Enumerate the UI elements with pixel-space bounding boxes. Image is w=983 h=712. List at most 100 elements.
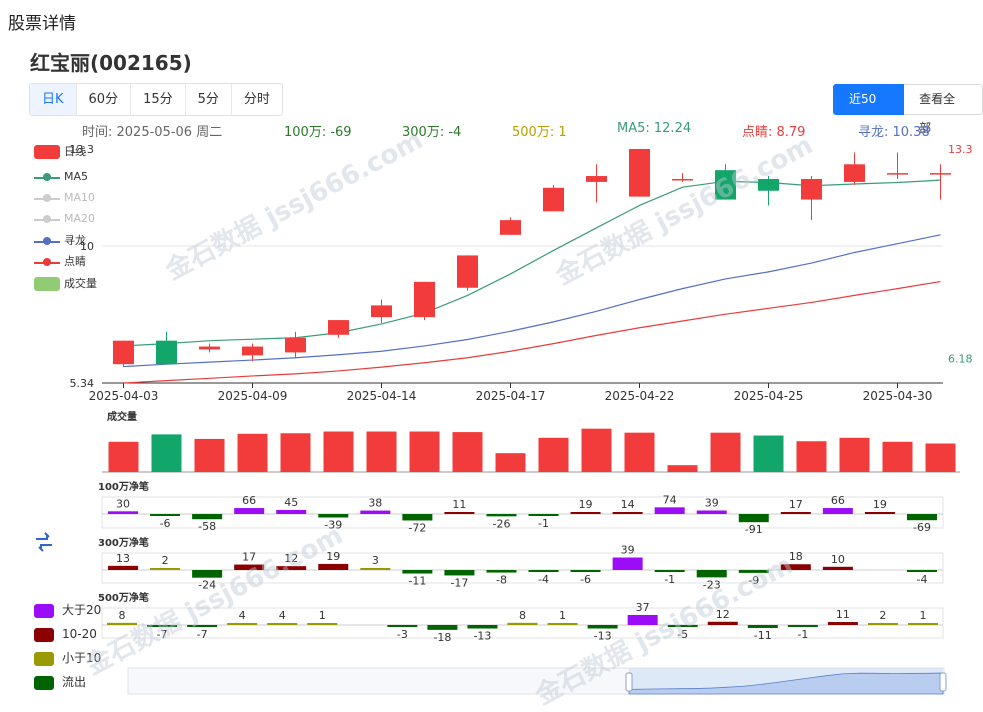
x-tick-label: 2025-04-22 [605, 389, 675, 403]
legend-label: MA10 [64, 191, 96, 204]
flow-legend-outflow[interactable]: 流出 [34, 674, 86, 690]
legend-label: MA20 [64, 212, 96, 225]
legend-box-icon [34, 603, 54, 618]
info-time: 时间: 2025-05-06 周二 [82, 125, 223, 140]
legend-item-dianjing[interactable]: 点睛 [34, 254, 86, 270]
flow-legend-small[interactable]: 小于10 [34, 650, 101, 666]
legend-label: 大于20 [62, 603, 102, 617]
candle-body [113, 340, 134, 365]
flow-value-label: -69 [913, 521, 931, 534]
flow-value-label: -13 [594, 630, 612, 643]
series-line-MA5 [123, 179, 941, 347]
flow-bar [360, 510, 391, 514]
flow-value-label: -7 [157, 628, 168, 641]
stock-name: 红宝丽(002165) [30, 51, 192, 75]
flow-bar [486, 514, 517, 517]
flow-bar [307, 623, 338, 625]
tab-daily-k[interactable]: 日K [30, 84, 77, 115]
flow-bar [822, 508, 853, 514]
legend-label: 日线 [64, 145, 86, 158]
flow-value-label: 38 [368, 497, 382, 510]
candle-body [328, 320, 349, 335]
flow-bar [387, 625, 418, 627]
flow-value-label: 3 [372, 554, 379, 567]
info-dianjing: 点睛: 8.79 [742, 125, 806, 140]
legend-box-icon [34, 675, 54, 690]
flow-value-label: 19 [326, 550, 340, 563]
candle-body [199, 346, 220, 350]
legend-item-xunlong[interactable]: 寻龙 [34, 233, 86, 249]
flow-bar [738, 570, 769, 573]
flow-bar [612, 557, 643, 570]
volume-bar [925, 443, 956, 472]
flow-bar [827, 622, 858, 625]
legend-item-volume[interactable]: 成交量 [34, 276, 97, 292]
flow-value-label: -58 [198, 520, 216, 533]
x-tick-label: 2025-04-30 [863, 389, 933, 403]
flow-value-label: -17 [450, 576, 468, 589]
candle [328, 320, 349, 338]
candle-body [156, 340, 177, 365]
candle [285, 331, 306, 359]
flow-value-label: -24 [198, 579, 216, 592]
candle [586, 164, 607, 203]
x-tick-label: 2025-04-25 [734, 389, 804, 403]
flow-value-label: -39 [324, 519, 342, 532]
volume-bar [839, 437, 870, 472]
flow-bar [787, 625, 818, 627]
volume-bar [452, 432, 483, 472]
flow-bar [486, 570, 517, 573]
candle-body [285, 337, 306, 353]
candle [844, 152, 865, 185]
flow-legend-medium[interactable]: 10-20 [34, 626, 97, 642]
volume-bar [667, 465, 698, 472]
tab-60min[interactable]: 60分 [77, 84, 132, 115]
legend-item-ma20[interactable]: MA20 [34, 211, 95, 227]
flow-value-label: 18 [789, 550, 803, 563]
flow-value-label: 17 [242, 551, 256, 564]
flow-bar [780, 512, 811, 514]
page-title: 股票详情 [8, 14, 76, 34]
tab-5min[interactable]: 5分 [186, 84, 232, 115]
flow-value-label: -6 [160, 517, 171, 530]
flow-bar [108, 511, 139, 514]
flow-panel-frame [101, 607, 944, 639]
flow-value-label: 13 [116, 552, 130, 565]
view-all-button[interactable]: 查看全部 [904, 84, 983, 135]
volume-bar [581, 428, 612, 472]
volume-bar [882, 441, 913, 472]
volume-bar [796, 441, 827, 472]
legend-box-icon [34, 145, 60, 159]
flow-value-label: 1 [319, 609, 326, 622]
tab-15min[interactable]: 15分 [131, 84, 186, 115]
flow-bar [108, 565, 139, 570]
flow-bar [402, 514, 433, 521]
flow-value-label: 66 [831, 494, 845, 507]
right-value-label: 6.18 [948, 352, 973, 365]
flow-bar [738, 514, 769, 523]
flow-value-label: -13 [473, 630, 491, 643]
candle-body [371, 305, 392, 318]
switch-icon[interactable] [33, 531, 55, 553]
y-tick-label: 5.34 [70, 377, 95, 390]
flow-bar [654, 507, 685, 514]
info-ma5: MA5: 12.24 [617, 121, 692, 136]
flow-panel-title: 300万净笔 [98, 536, 149, 549]
legend-item-ma5[interactable]: MA5 [34, 169, 88, 185]
last-50-days-button[interactable]: 近50日 [833, 84, 905, 135]
legend-item-ma10[interactable]: MA10 [34, 190, 95, 206]
flow-bar [427, 625, 458, 630]
flow-bar [276, 566, 307, 570]
flow-legend-large[interactable]: 大于20 [34, 602, 101, 618]
x-tick-label: 2025-04-17 [476, 389, 546, 403]
flow-bar [570, 570, 601, 572]
flow-value-label: 4 [279, 609, 286, 622]
tab-intraday[interactable]: 分时 [243, 92, 270, 107]
candle [887, 152, 908, 179]
y-tick-label: 13.3 [70, 143, 95, 156]
flow-bar [444, 570, 475, 576]
flow-value-label: -7 [197, 628, 208, 641]
candle-body [629, 149, 650, 197]
legend-item-daily[interactable]: 日线 [34, 144, 86, 160]
